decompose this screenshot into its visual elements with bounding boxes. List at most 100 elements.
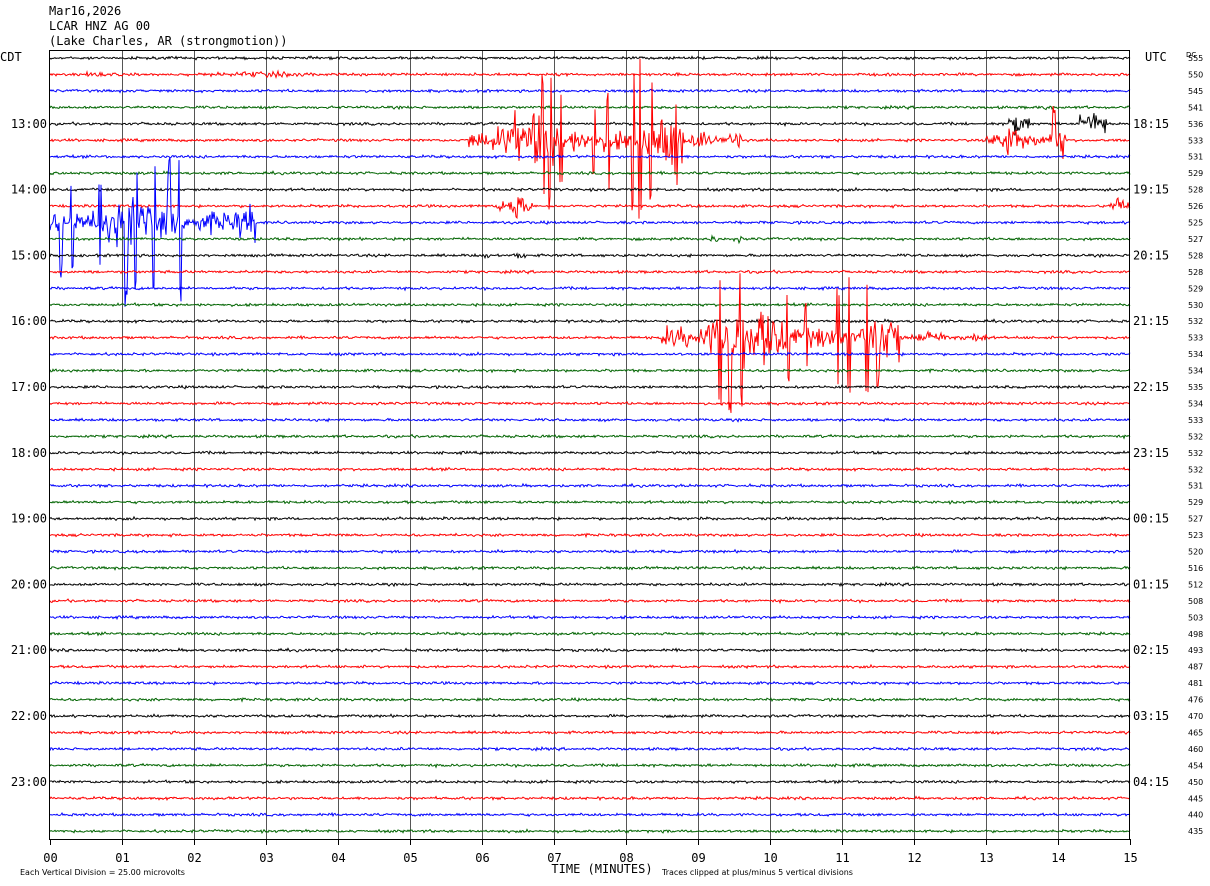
clipping-note: Traces clipped at plus/minus 5 vertical … [661,868,853,877]
x-tick-label: 10 [763,851,777,865]
trace-line-40 [49,696,1131,703]
dc-offset-label: 533 [1188,334,1203,343]
x-tick-label: 09 [691,851,705,865]
trace-line-32 [49,565,1131,571]
x-tick-label: 13 [979,851,993,865]
trace-line-3 [49,88,1131,94]
dc-offset-label: 435 [1188,827,1203,836]
trace-line-31 [50,548,1131,555]
dc-offset-label: 454 [1188,761,1203,770]
trace-line-46 [49,795,1131,802]
trace-line-21 [49,384,1131,390]
dc-offset-label: 512 [1188,580,1203,589]
left-hour-label: 17:00 [11,380,47,394]
trace-line-2 [49,69,1131,80]
right-hour-label: 23:15 [1133,446,1169,460]
trace-line-33 [49,581,1131,588]
x-tick-label: 15 [1123,851,1137,865]
vertical-division-note: Each Vertical Division = 25.00 microvolt… [20,868,185,877]
right-hour-label: 20:15 [1133,248,1169,262]
right-hour-label: 22:15 [1133,380,1169,394]
dc-offset-label: 531 [1188,482,1203,491]
trace-line-1 [49,55,1131,61]
dc-offset-label: 532 [1188,449,1203,458]
dc-offset-label: 465 [1188,728,1203,737]
trace-line-26 [49,466,1131,472]
dc-offset-label: 516 [1188,564,1203,573]
left-timezone-label: CDT [0,50,22,64]
trace-line-36 [49,630,1131,637]
x-tick-label: 12 [907,851,921,865]
right-hour-label: 03:15 [1133,709,1169,723]
x-tick-label: 08 [619,851,633,865]
trace-line-48 [49,828,1131,834]
trace-line-18 [49,273,1131,413]
chart-date: Mar16,2026 [49,4,122,18]
trace-line-23 [49,417,1131,423]
dc-offset-label: 545 [1188,87,1203,96]
x-tick-label: 03 [259,851,273,865]
trace-line-5 [49,113,1131,136]
dc-offset-label: 532 [1188,317,1203,326]
trace-line-24 [49,433,1131,440]
trace-line-7 [49,153,1131,160]
trace-line-28 [49,499,1131,505]
x-tick-label: 05 [403,851,417,865]
left-hour-label: 18:00 [11,446,47,460]
trace-line-41 [49,713,1131,719]
right-hour-label: 18:15 [1133,117,1169,131]
right-hour-label: 00:15 [1133,512,1169,526]
dc-offset-label: 536 [1188,120,1203,129]
dc-offset-label: 530 [1188,301,1203,310]
dc-offset-label: 541 [1188,103,1203,112]
time-gridlines [122,51,1059,839]
x-tick-label: 06 [475,851,489,865]
trace-line-14 [49,269,1131,275]
left-hour-label: 20:00 [11,577,47,591]
x-tick-label: 07 [547,851,561,865]
x-tick-label: 11 [835,851,849,865]
right-hour-label: 21:15 [1133,314,1169,328]
dc-offset-label: 528 [1188,251,1203,260]
x-tick-label: 01 [115,851,129,865]
trace-line-17 [49,318,1131,324]
right-hour-label: 01:15 [1133,577,1169,591]
trace-line-27 [50,482,1131,489]
x-tick-label: 02 [187,851,201,865]
dc-offset-label: 526 [1188,202,1203,211]
dc-offset-label: 534 [1188,367,1203,376]
x-tick-label: 00 [43,851,57,865]
dc-offset-label: 525 [1188,219,1203,228]
left-hour-label: 13:00 [11,117,47,131]
right-hour-label: 04:15 [1133,775,1169,789]
x-tick-label: 14 [1051,851,1065,865]
trace-line-38 [49,663,1131,670]
dc-offset-label: 534 [1188,399,1203,408]
trace-line-44 [49,762,1131,769]
dc-offset-label: 528 [1188,186,1203,195]
trace-line-45 [49,778,1131,785]
left-hour-label: 23:00 [11,775,47,789]
dc-offset-label: 532 [1188,432,1203,441]
dc-offset-label: 555 [1188,54,1203,63]
dc-offset-label: 529 [1188,284,1203,293]
dc-offset-label: 529 [1188,498,1203,507]
dc-offset-label: 440 [1188,811,1203,820]
trace-line-16 [49,301,1131,308]
dc-offset-label: 534 [1188,350,1203,359]
left-hour-label: 15:00 [11,248,47,262]
trace-line-11 [49,157,1131,307]
trace-line-4 [49,104,1131,111]
dc-header-label: DC [1186,51,1196,59]
trace-line-8 [49,170,1131,176]
dc-offset-label: 445 [1188,794,1203,803]
trace-line-9 [49,186,1131,193]
trace-line-20 [49,367,1131,374]
dc-offset-label: 450 [1188,778,1203,787]
dc-offset-label: 503 [1188,613,1203,622]
x-axis-title: TIME (MINUTES) [551,862,652,876]
dc-offset-label: 470 [1188,712,1203,721]
trace-line-19 [49,351,1131,357]
trace-line-13 [49,252,1131,260]
